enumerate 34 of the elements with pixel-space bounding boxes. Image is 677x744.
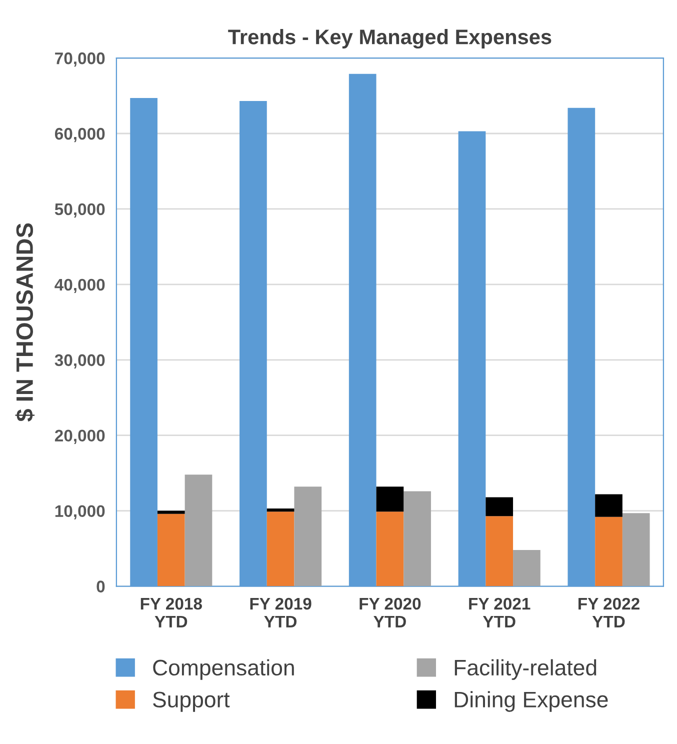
bar: [595, 516, 622, 586]
bar: [157, 510, 185, 514]
legend-label: Support: [153, 692, 230, 712]
bar: [486, 497, 514, 516]
y-tick-label: 10,000: [55, 505, 105, 520]
y-tick-label: 30,000: [54, 354, 105, 369]
y-tick-label: 40,000: [54, 278, 105, 294]
bar: [404, 491, 431, 586]
y-axis-title: $ IN THOUSANDS: [15, 223, 35, 422]
y-tick-label: 20,000: [54, 430, 105, 444]
bar: [266, 512, 294, 586]
y-tick-label: 60,000: [54, 128, 105, 142]
x-tick-label: FY 2018 YTD: [140, 598, 202, 628]
bar: [266, 508, 294, 512]
bar: [294, 486, 322, 586]
legend-label: Dining Expense: [454, 691, 608, 712]
y-tick-label: 0: [96, 580, 105, 592]
bar: [376, 512, 404, 586]
chart-title: Trends - Key Managed Expenses: [228, 29, 552, 49]
legend-label: Facility-related: [454, 659, 596, 680]
bar: [184, 474, 212, 586]
bar: [486, 516, 514, 586]
y-tick-label: 50,000: [54, 203, 105, 218]
x-tick-label: FY 2019 YTD: [250, 598, 312, 628]
bar: [157, 514, 185, 586]
x-tick-label: FY 2021 YTD: [469, 598, 530, 628]
x-tick-label: FY 2020 YTD: [360, 598, 421, 628]
bar: [376, 486, 404, 512]
bar: [595, 494, 622, 517]
bar: [513, 550, 540, 586]
bar: [622, 513, 650, 586]
y-tick-label: 70,000: [55, 52, 105, 67]
x-tick-label: FY 2022 YTD: [578, 598, 640, 628]
legend-label: Compensation: [153, 659, 294, 680]
